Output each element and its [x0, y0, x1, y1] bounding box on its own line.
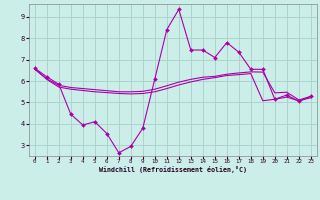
X-axis label: Windchill (Refroidissement éolien,°C): Windchill (Refroidissement éolien,°C) — [99, 166, 247, 173]
